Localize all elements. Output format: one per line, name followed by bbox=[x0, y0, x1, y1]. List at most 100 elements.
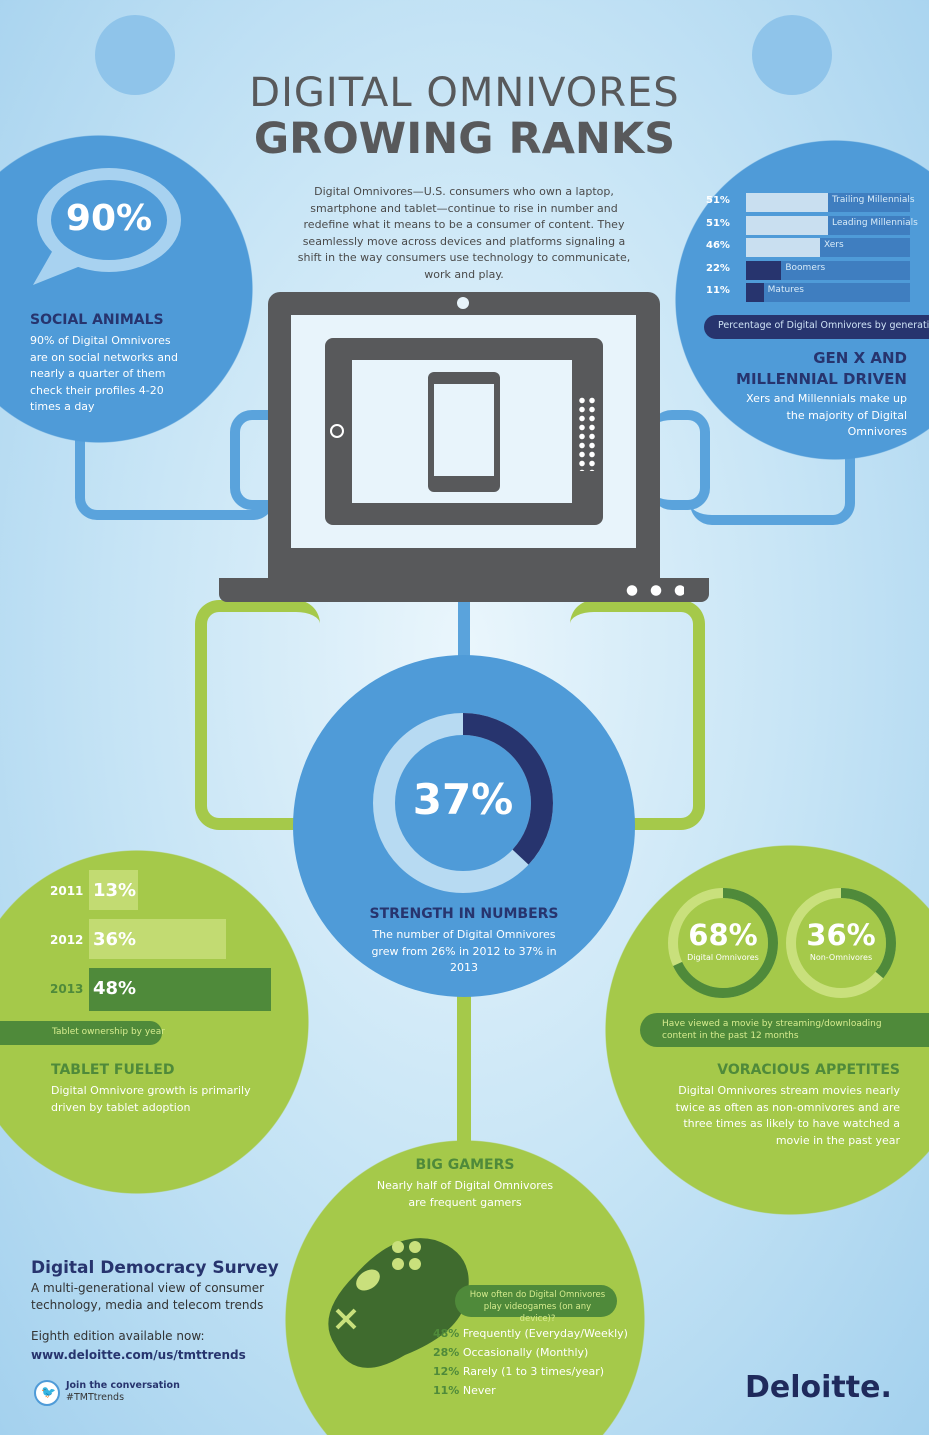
network-icon bbox=[752, 15, 832, 95]
strength-heading: STRENGTH IN NUMBERS bbox=[369, 906, 559, 922]
twitter-bird-icon: 🐦 bbox=[41, 1385, 56, 1399]
game-controller-icon bbox=[328, 1238, 469, 1368]
social-heading: SOCIAL ANIMALS bbox=[30, 312, 164, 328]
bar-value: 51% bbox=[706, 217, 730, 229]
omnivores-value: 68% bbox=[688, 918, 758, 952]
survey-subtitle: A multi-generational view of consumer te… bbox=[31, 1281, 265, 1312]
survey-edition: Eighth edition available now: bbox=[31, 1329, 205, 1343]
network-icon bbox=[95, 15, 175, 95]
bar-value: 13% bbox=[93, 880, 137, 901]
laptop-icon bbox=[268, 292, 660, 582]
gamers-question-text: How often do Digital Omnivores play vide… bbox=[469, 1290, 606, 1324]
keypad-icon bbox=[577, 396, 597, 471]
gamers-label: Never bbox=[462, 1384, 496, 1397]
gamers-pct: 11% bbox=[433, 1384, 460, 1397]
movies-caption-text: Have viewed a movie by streaming/downloa… bbox=[662, 1019, 882, 1041]
tablet-caption-text: Tablet ownership by year bbox=[52, 1027, 165, 1037]
gamers-list-item: 11% Never bbox=[433, 1381, 628, 1400]
gamers-question: How often do Digital Omnivores play vide… bbox=[455, 1285, 617, 1324]
bar-year: 2013 bbox=[50, 982, 84, 996]
bar-year: 2012 bbox=[50, 933, 84, 947]
title-line1: DIGITAL OMNIVORES bbox=[249, 70, 680, 116]
tablet-body: Digital Omnivore growth is primarily dri… bbox=[51, 1084, 251, 1114]
twitter-icon[interactable]: 🐦 bbox=[34, 1380, 60, 1406]
social-value: 90% bbox=[65, 198, 153, 239]
intro-text: Digital Omnivores—U.S. consumers who own… bbox=[297, 185, 631, 281]
gamers-pct: 12% bbox=[433, 1365, 460, 1378]
donut-arc bbox=[668, 888, 778, 998]
generation-body: Xers and Millennials make up the majorit… bbox=[746, 392, 907, 438]
tablet-bar: 2012 36% bbox=[0, 919, 280, 961]
bar-fill bbox=[89, 968, 271, 1011]
bar-fill bbox=[746, 260, 782, 280]
bar-value: 48% bbox=[93, 978, 137, 999]
circuit-wire bbox=[195, 600, 320, 830]
omnivores-label: Digital Omnivores bbox=[687, 953, 759, 962]
gamers-list-item: 12% Rarely (1 to 3 times/year) bbox=[433, 1362, 628, 1381]
bar-fill bbox=[746, 238, 820, 257]
omnivores-donut bbox=[668, 888, 778, 998]
survey-title: Digital Democracy Survey bbox=[31, 1258, 279, 1278]
gamers-label: Frequently (Everyday/Weekly) bbox=[462, 1327, 628, 1340]
tablet-caption: Tablet ownership by year bbox=[0, 1021, 165, 1045]
strength-body: The number of Digital Omnivores grew fro… bbox=[371, 928, 557, 974]
laptop-dots bbox=[620, 584, 684, 597]
generation-bar: 51% Leading Millennials bbox=[706, 215, 918, 235]
smartphone-screen bbox=[434, 384, 494, 476]
bar-value: 11% bbox=[706, 285, 730, 296]
circuit-wire bbox=[230, 410, 290, 510]
generation-bar: 51% Trailing Millennials bbox=[706, 193, 915, 212]
generation-bar: 22% Boomers bbox=[706, 260, 910, 280]
generation-caption: Percentage of Digital Omnivores by gener… bbox=[704, 315, 929, 339]
speech-bubble-icon bbox=[33, 165, 185, 290]
twitter-hashtag[interactable]: #TMTtrends bbox=[66, 1392, 125, 1403]
gamers-body: Nearly half of Digital Omnivores are fre… bbox=[376, 1179, 554, 1209]
social-body: 90% of Digital Omnivores are on social n… bbox=[30, 334, 178, 413]
gamers-heading: BIG GAMERS bbox=[415, 1157, 515, 1173]
generation-bar: 11% Matures bbox=[706, 283, 910, 302]
bar-fill bbox=[89, 919, 226, 959]
tablet-button bbox=[330, 424, 344, 438]
gamers-list-item: 48% Frequently (Everyday/Weekly) bbox=[433, 1324, 628, 1343]
bar-label: Xers bbox=[823, 240, 844, 250]
survey-link[interactable]: www.deloitte.com/us/tmttrends bbox=[31, 1348, 246, 1362]
tablet-bar: 2011 13% bbox=[0, 870, 280, 912]
circuit-wire bbox=[457, 990, 471, 1160]
strength-value: 37% bbox=[412, 775, 514, 824]
movies-body: Digital Omnivores stream movies nearly t… bbox=[675, 1084, 900, 1147]
gamers-label: Occasionally (Monthly) bbox=[462, 1346, 589, 1359]
bar-fill bbox=[746, 215, 828, 235]
generation-caption-text: Percentage of Digital Omnivores by gener… bbox=[718, 320, 929, 331]
circuit-wire bbox=[75, 400, 275, 520]
tablet-bar: 2013 48% bbox=[0, 968, 280, 1011]
bar-label: Leading Millennials bbox=[832, 217, 918, 228]
non-omnivores-label: Non-Omnivores bbox=[809, 953, 873, 962]
gamers-pct: 28% bbox=[433, 1346, 460, 1359]
donut-arc bbox=[786, 888, 896, 998]
generation-bar-chart: 51% Trailing Millennials 51% Leading Millen… bbox=[706, 193, 918, 305]
non-omnivores-donut bbox=[786, 888, 896, 998]
circuit-wire bbox=[690, 400, 855, 525]
movies-heading: VORACIOUS APPETITES bbox=[717, 1062, 900, 1078]
generation-bar: 46% Xers bbox=[706, 238, 910, 257]
camera-icon bbox=[457, 297, 469, 309]
gamers-list: 48% Frequently (Everyday/Weekly) 28% Occa… bbox=[433, 1324, 628, 1400]
bar-label: Trailing Millennials bbox=[832, 195, 915, 205]
heading-line: GEN X AND bbox=[813, 349, 907, 367]
tablet-heading: TABLET FUELED bbox=[51, 1062, 175, 1078]
gamers-list-item: 28% Occasionally (Monthly) bbox=[433, 1343, 628, 1362]
bar-fill bbox=[746, 283, 764, 302]
tablet-bar-chart: 2011 13% 2012 36% 2013 48% bbox=[0, 870, 280, 1015]
heading-line: MILLENNIAL DRIVEN bbox=[736, 370, 907, 388]
bar-value: 22% bbox=[706, 262, 730, 274]
strength-circle bbox=[293, 655, 635, 997]
twitter-join: Join the conversation bbox=[66, 1380, 180, 1391]
donut-arc bbox=[373, 713, 553, 893]
bar-fill bbox=[89, 870, 139, 910]
generation-heading: GEN X AND MILLENNIAL DRIVEN bbox=[700, 348, 907, 390]
non-omnivores-value: 36% bbox=[806, 918, 876, 952]
gamers-label: Rarely (1 to 3 times/year) bbox=[462, 1365, 605, 1378]
deloitte-logo: Deloitte. bbox=[745, 1370, 892, 1405]
bar-year: 2011 bbox=[50, 884, 84, 898]
bar-label: Matures bbox=[767, 285, 804, 295]
